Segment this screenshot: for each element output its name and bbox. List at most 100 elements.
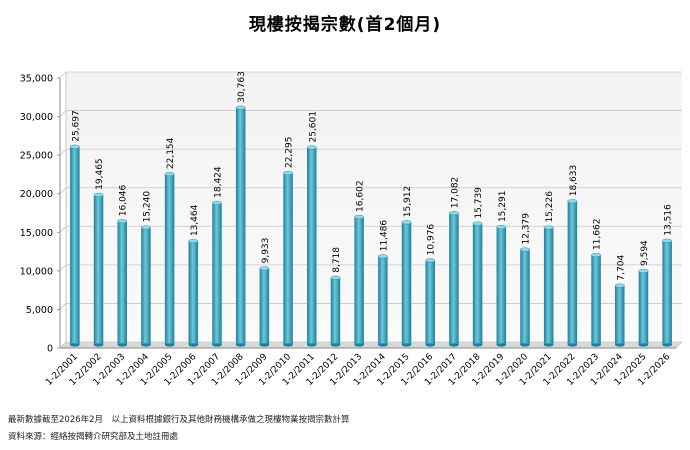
bar-base xyxy=(520,343,530,347)
bar-base xyxy=(615,343,625,347)
bar xyxy=(425,258,436,347)
plot-background xyxy=(59,72,683,349)
bar xyxy=(235,105,246,347)
bar-body xyxy=(472,223,483,345)
y-tick-label: 25,000 xyxy=(20,151,53,162)
bar-base xyxy=(330,343,341,347)
value-label: 25,697 xyxy=(71,110,81,142)
bar xyxy=(140,225,151,347)
value-label: 15,739 xyxy=(474,187,484,219)
bar-base xyxy=(307,343,317,347)
value-label: 16,046 xyxy=(119,184,129,216)
bar-cap xyxy=(283,170,294,176)
bar-cap xyxy=(117,219,128,224)
bar-body xyxy=(70,146,80,345)
bar-base xyxy=(235,343,246,347)
bar-base xyxy=(496,343,507,347)
value-label: 30,763 xyxy=(237,71,247,103)
value-label: 9,933 xyxy=(261,238,271,264)
bar-body xyxy=(235,107,246,345)
bar-body xyxy=(283,173,293,345)
bar-cap xyxy=(306,145,317,150)
bar-cap xyxy=(425,258,436,263)
value-label: 18,633 xyxy=(569,165,579,197)
value-label: 16,602 xyxy=(356,180,366,212)
x-axis: 1-2/20011-2/20021-2/20031-2/20041-2/2005… xyxy=(44,352,672,388)
bar-body xyxy=(543,227,554,345)
bar-cap xyxy=(614,283,625,288)
bar-cap xyxy=(330,275,341,280)
bar-cap xyxy=(448,211,459,216)
bar-body xyxy=(117,221,127,345)
bar xyxy=(330,275,341,347)
bar xyxy=(567,199,578,347)
value-label: 13,464 xyxy=(190,204,200,236)
bar-cap xyxy=(543,225,554,230)
bar-base xyxy=(93,343,104,347)
plot-floor xyxy=(59,341,683,349)
bar-body xyxy=(520,249,530,345)
gridline xyxy=(59,110,682,117)
y-tick-label: 20,000 xyxy=(20,189,53,200)
bar-base xyxy=(567,343,578,347)
gridline xyxy=(59,71,682,79)
bar-body xyxy=(307,147,317,345)
bar-body xyxy=(164,174,175,345)
bar-cap xyxy=(401,220,412,225)
bar-body xyxy=(401,222,412,345)
bar-base xyxy=(591,343,601,347)
source-note: 資料來源：經絡按揭轉介研究部及土地註冊處 xyxy=(8,432,179,442)
value-label: 7,704 xyxy=(616,255,626,281)
y-tick-label: 0 xyxy=(47,344,53,355)
value-label: 10,976 xyxy=(427,224,437,256)
bar xyxy=(306,145,317,347)
bar-body xyxy=(662,240,672,345)
y-tick-label: 10,000 xyxy=(20,266,53,277)
bar-base xyxy=(638,343,649,347)
bar-body xyxy=(378,256,388,345)
bar xyxy=(69,144,80,347)
bar-cap xyxy=(496,224,507,230)
value-label: 17,082 xyxy=(450,177,460,209)
bar-body xyxy=(449,213,459,345)
bar xyxy=(164,172,175,347)
bar-body xyxy=(212,202,222,345)
bar-body xyxy=(93,194,104,345)
bar-base xyxy=(425,343,435,347)
bar-cap xyxy=(377,254,388,259)
bar-base xyxy=(117,343,127,347)
bar-body xyxy=(591,255,601,345)
bar-body xyxy=(188,241,199,345)
y-tick-label: 30,000 xyxy=(20,112,53,123)
bar-base xyxy=(70,343,80,347)
bar-body xyxy=(567,201,578,345)
y-axis: 0 5,000 10,000 15,000 20,000 25,000 30,000 35,0… xyxy=(20,74,676,355)
bar-base xyxy=(378,343,388,347)
value-label: 19,465 xyxy=(95,158,105,190)
data-note: 最新數據截至2026年2月 以上資料根據銀行及其他財務機構承做之現樓物業按揭宗數… xyxy=(8,415,350,425)
bar-body xyxy=(330,277,341,345)
bar-cap xyxy=(69,144,80,149)
bar xyxy=(472,221,483,347)
value-label: 22,295 xyxy=(285,137,295,169)
value-label: 15,291 xyxy=(498,191,508,223)
bar-body xyxy=(141,227,151,345)
bars xyxy=(69,105,673,347)
bar-cap xyxy=(259,266,270,271)
bar-body xyxy=(638,270,649,345)
y-tick-label: 15,000 xyxy=(20,228,53,239)
bar xyxy=(662,238,673,347)
value-label: 11,662 xyxy=(593,219,603,251)
value-label: 9,594 xyxy=(640,240,650,266)
bar-base xyxy=(259,343,270,347)
bar xyxy=(212,200,222,347)
value-label: 12,379 xyxy=(522,213,532,245)
bar xyxy=(591,252,602,347)
gridline xyxy=(59,187,682,194)
bar xyxy=(520,247,530,347)
bar xyxy=(283,170,294,347)
bar xyxy=(377,254,388,347)
value-label: 11,486 xyxy=(379,220,389,252)
bar-cap xyxy=(354,214,365,219)
